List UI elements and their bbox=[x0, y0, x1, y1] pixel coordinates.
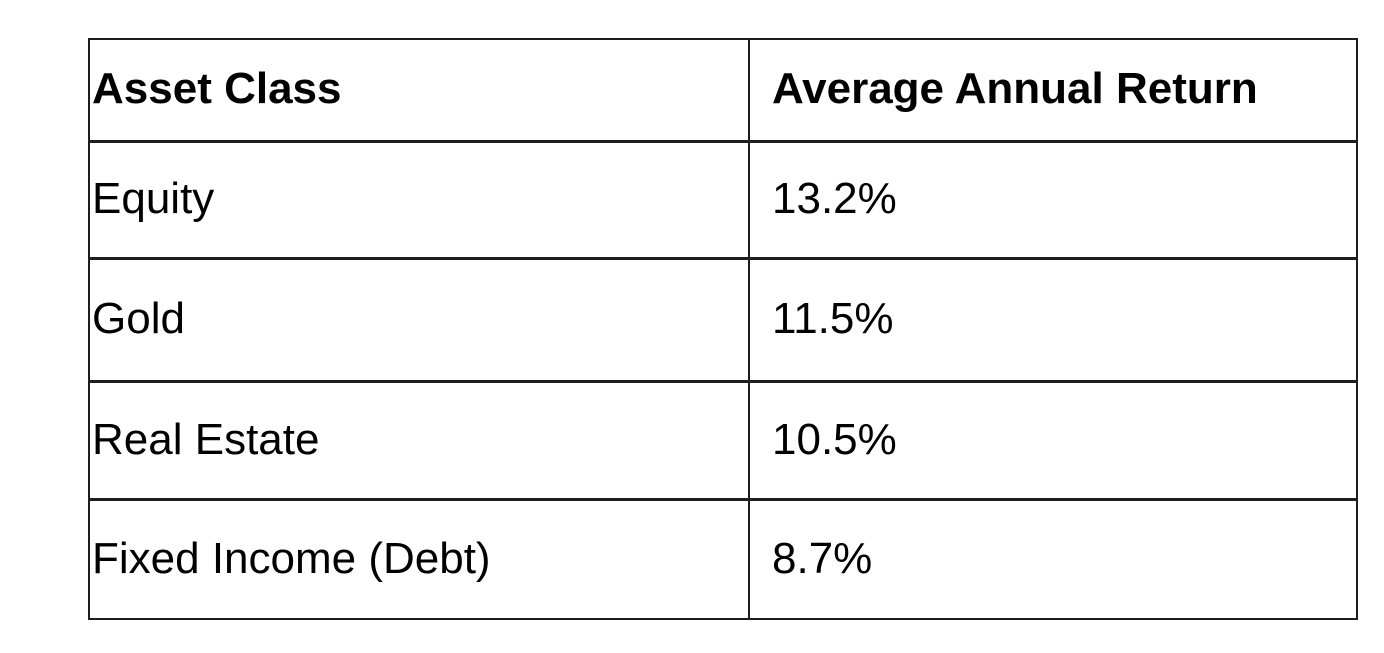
return-value-cell: 10.5% bbox=[748, 379, 1358, 500]
table-row: Equity 13.2% bbox=[88, 139, 1358, 259]
table-row: Gold 11.5% bbox=[88, 256, 1358, 382]
table-row: Fixed Income (Debt) 8.7% bbox=[88, 497, 1358, 620]
asset-class-cell: Equity bbox=[88, 139, 750, 259]
header-cell-asset-class: Asset Class bbox=[88, 38, 750, 142]
asset-class-cell: Gold bbox=[88, 256, 750, 382]
return-value-cell: 8.7% bbox=[748, 497, 1358, 620]
table-row: Real Estate 10.5% bbox=[88, 379, 1358, 500]
return-value-cell: 13.2% bbox=[748, 139, 1358, 259]
return-value-cell: 11.5% bbox=[748, 256, 1358, 382]
table-header-row: Asset Class Average Annual Return bbox=[88, 38, 1358, 142]
asset-class-cell: Fixed Income (Debt) bbox=[88, 497, 750, 620]
asset-class-cell: Real Estate bbox=[88, 379, 750, 500]
asset-returns-table: Asset Class Average Annual Return Equity… bbox=[88, 38, 1358, 620]
header-cell-average-annual-return: Average Annual Return bbox=[748, 38, 1358, 142]
